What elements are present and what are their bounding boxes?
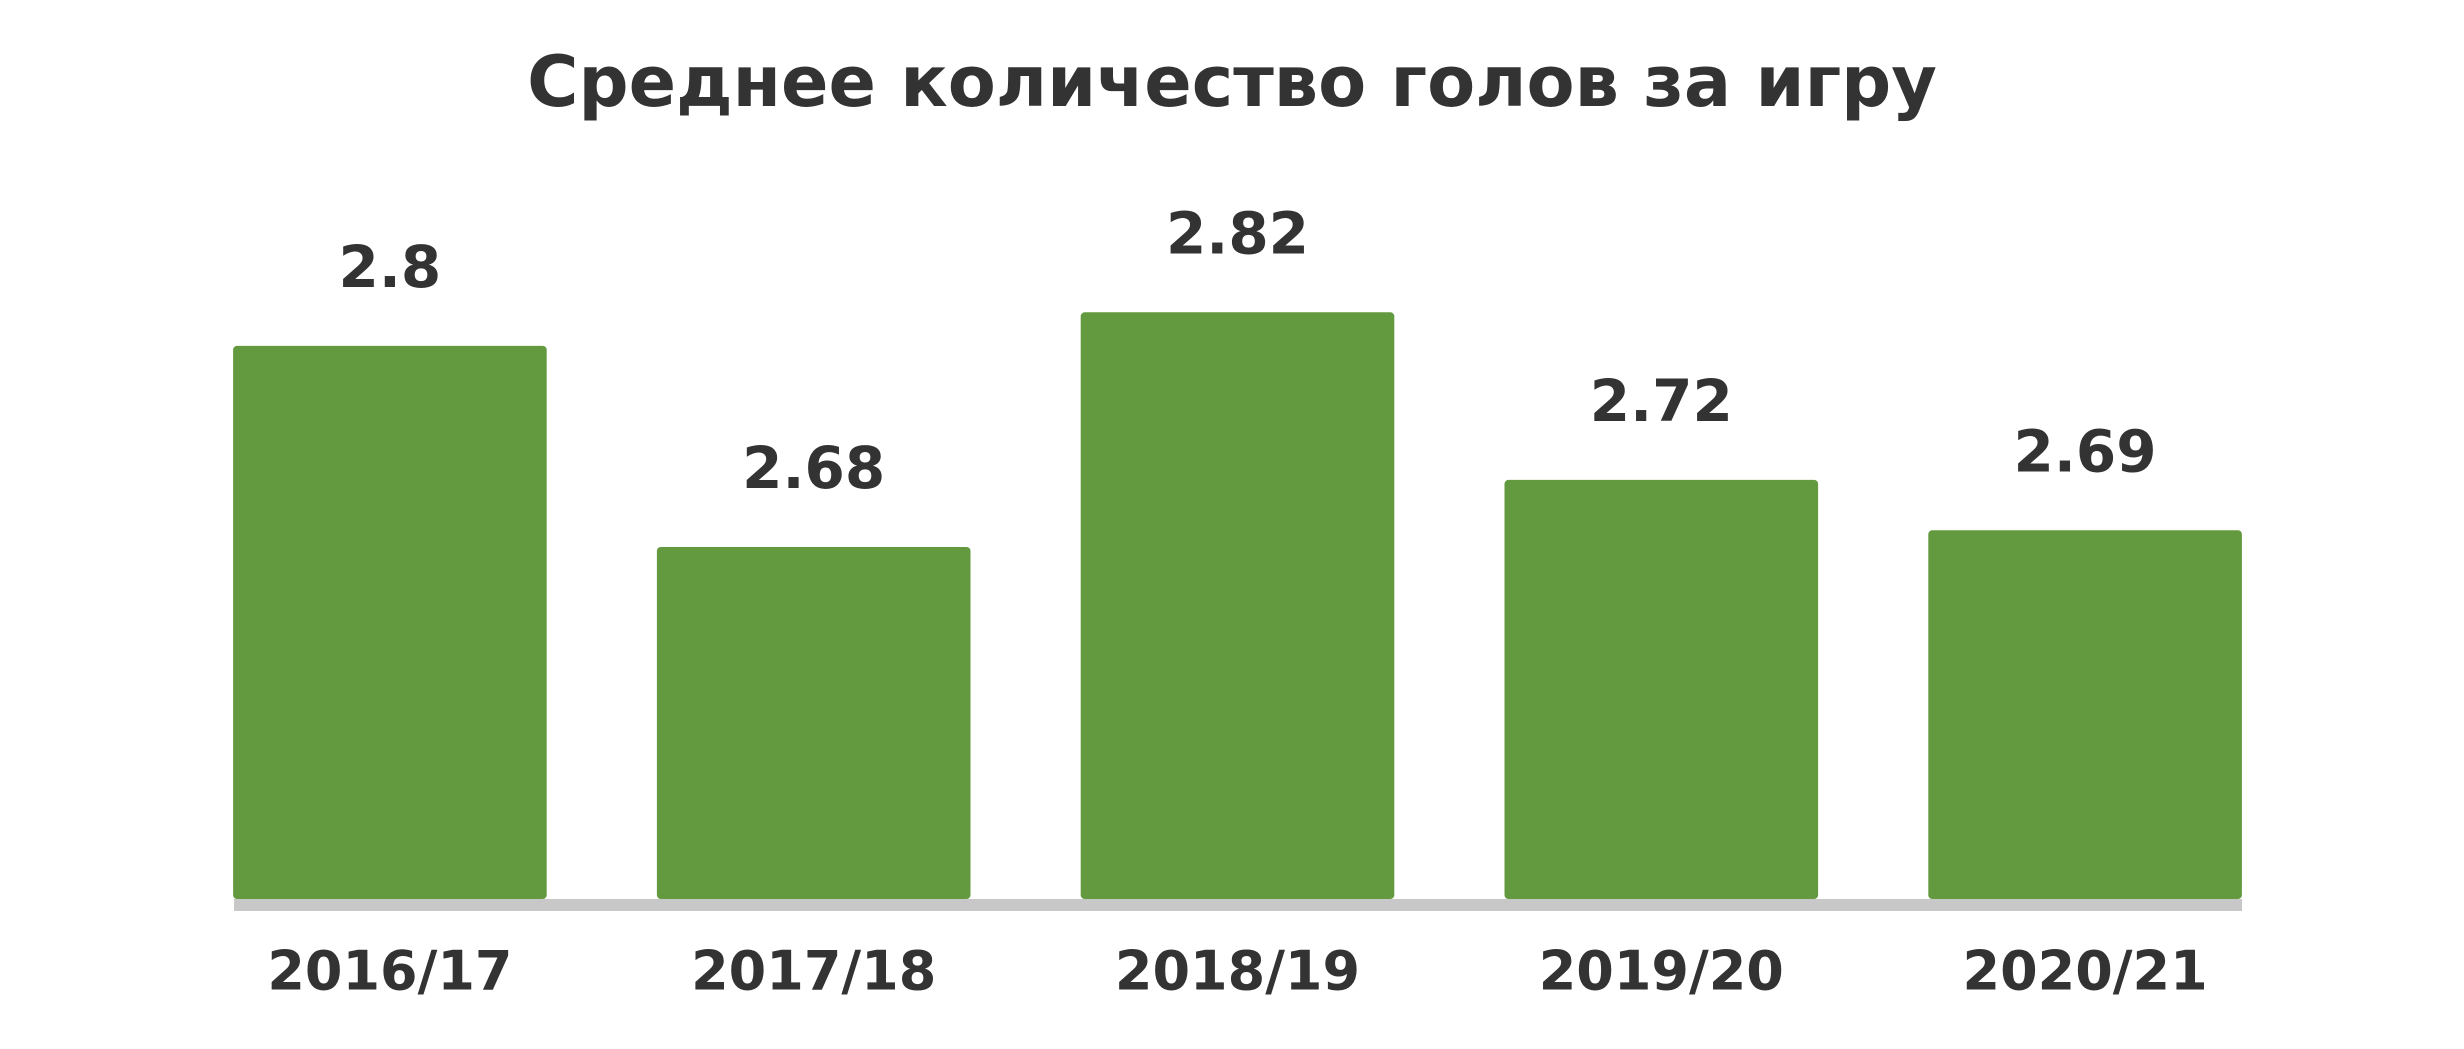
bar: [656, 546, 971, 899]
value-label: 2.72: [1590, 367, 1733, 435]
x-tick-label: 2018/19: [1115, 940, 1360, 1003]
value-label: 2.68: [742, 434, 885, 502]
x-tick-label: 2016/17: [267, 940, 512, 1003]
value-label: 2.69: [2014, 417, 2157, 485]
bar: [1080, 312, 1395, 900]
bar: [1928, 530, 2242, 899]
baseline: [234, 899, 2242, 911]
chart-title: Среднее количество голов за игру: [527, 41, 1937, 123]
value-label: 2.82: [1166, 199, 1309, 267]
x-tick-label: 2020/21: [1963, 940, 2208, 1003]
bar: [1504, 479, 1819, 899]
x-tick-label: 2019/20: [1539, 940, 1784, 1003]
bar: [233, 345, 547, 899]
value-label: 2.8: [339, 233, 442, 301]
x-tick-label: 2017/18: [691, 940, 936, 1003]
